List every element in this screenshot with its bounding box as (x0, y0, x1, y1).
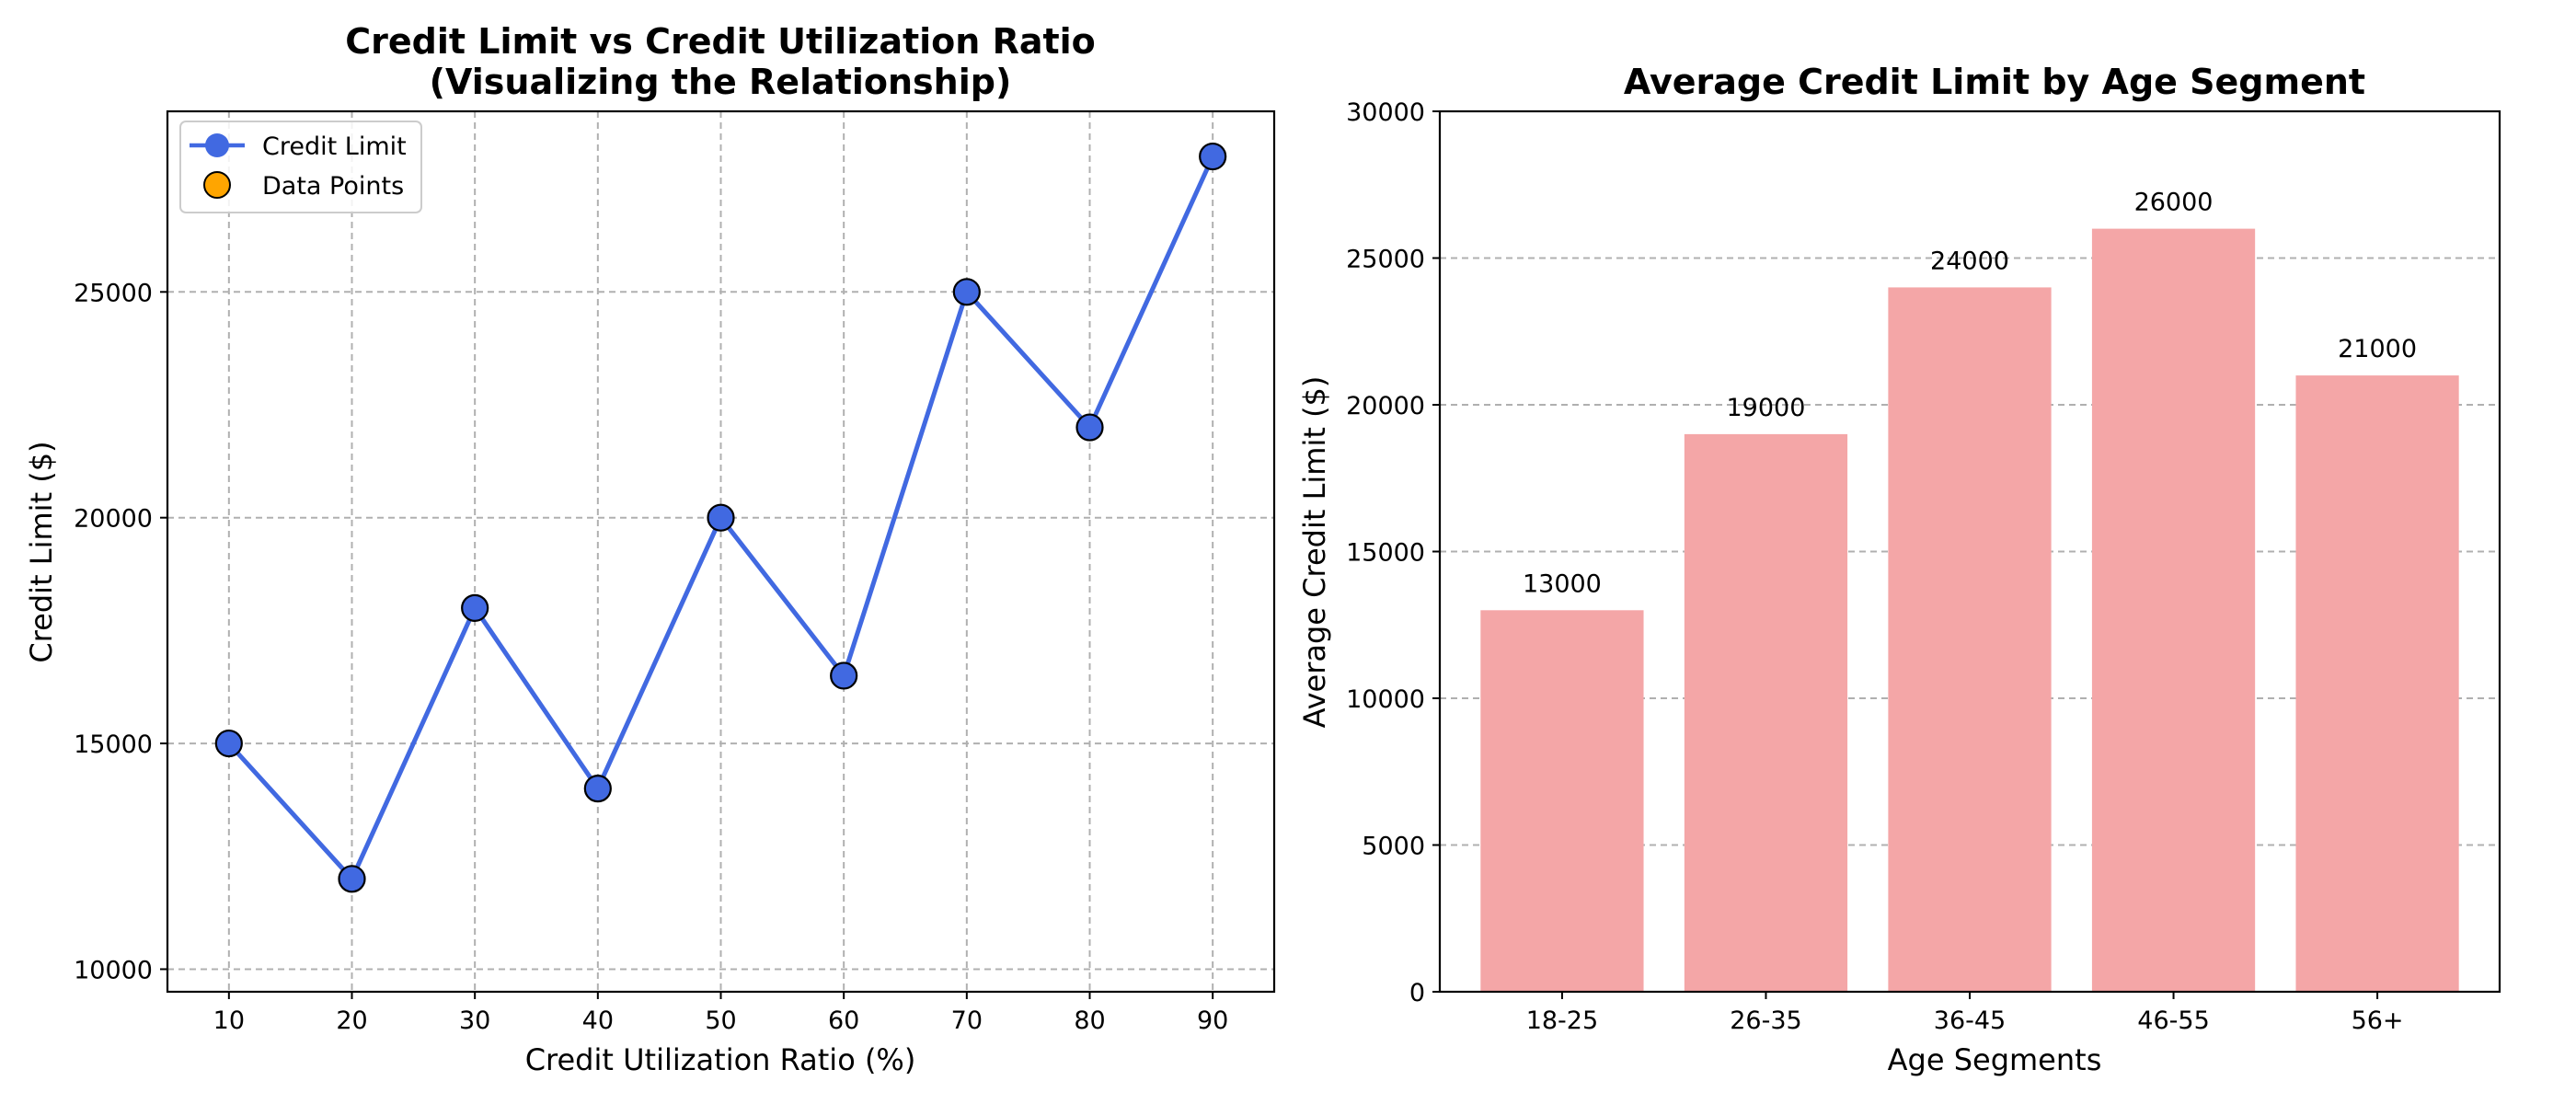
bar-chart-title: Average Credit Limit by Age Segment (1624, 62, 2365, 102)
line-chart-x-tick-label: 10 (213, 1006, 245, 1035)
line-chart-title-line-1: Credit Limit vs Credit Utilization Ratio (345, 21, 1096, 62)
bar-chart-x-tick-label: 36-45 (1934, 1006, 2006, 1035)
data-point (952, 278, 981, 306)
line-chart-y-tick-label: 20000 (74, 505, 153, 534)
line-chart-x-axis-label: Credit Utilization Ratio (%) (525, 1042, 916, 1077)
data-point (1199, 142, 1227, 171)
data-point (707, 503, 735, 532)
bar-data-label: 13000 (1523, 569, 1602, 598)
bar-chart-frame (1438, 109, 2501, 994)
line-chart-y-axis-label: Credit Limit ($) (24, 441, 59, 662)
bar-chart-y-tick-label: 10000 (1346, 685, 1425, 714)
bar-data-label: 21000 (2338, 335, 2417, 363)
bar-chart-x-tick-label: 18-25 (1526, 1006, 1598, 1035)
legend-item-credit-limit: Credit Limit (262, 132, 407, 161)
bar-46-55 (2091, 228, 2256, 993)
bar-chart-x-tick-label: 26-35 (1730, 1006, 1801, 1035)
bar-chart-y-tick-label: 25000 (1346, 246, 1425, 274)
line-chart-x-tick-label: 40 (582, 1006, 614, 1035)
legend-line-marker-swatch (205, 133, 229, 157)
line-chart-ticks: 10 20 30 40 50 60 70 80 90 10000 15000 20000 25000 (74, 279, 1228, 1035)
bar-chart-x-tick-label: 56+ (2352, 1006, 2404, 1035)
data-point (830, 661, 858, 690)
legend-item-data-points: Data Points (262, 172, 404, 201)
bar-18-25 (1480, 610, 1644, 992)
line-chart-x-tick-label: 30 (459, 1006, 490, 1035)
bar-26-35 (1684, 433, 1848, 992)
data-point (583, 775, 612, 803)
line-chart-x-tick-label: 90 (1197, 1006, 1228, 1035)
line-chart: Credit Limit vs Credit Utilization Ratio… (24, 21, 1276, 1077)
bar-chart-y-tick-label: 5000 (1362, 833, 1425, 861)
line-chart-series (214, 142, 1227, 893)
line-chart-y-tick-label: 10000 (74, 956, 153, 984)
line-chart-x-tick-label: 50 (705, 1006, 736, 1035)
line-chart-x-tick-label: 20 (336, 1006, 367, 1035)
bar-chart-y-tick-label: 30000 (1346, 98, 1425, 127)
bar-chart-y-axis-label: Average Credit Limit ($) (1297, 376, 1332, 729)
data-point (338, 865, 366, 893)
bar-chart-x-tick-label: 46-55 (2137, 1006, 2209, 1035)
line-chart-x-tick-label: 70 (951, 1006, 983, 1035)
line-chart-title-line-2: (Visualizing the Relationship) (430, 62, 1012, 102)
line-chart-x-tick-label: 80 (1074, 1006, 1105, 1035)
line-chart-x-tick-label: 60 (828, 1006, 859, 1035)
bar-chart: Average Credit Limit by Age Segment 1300… (1297, 62, 2501, 1077)
line-chart-y-tick-label: 15000 (74, 730, 153, 759)
bar-chart-y-tick-label: 0 (1409, 979, 1425, 1007)
bar-chart-bars: 13000 19000 24000 26000 21000 (1480, 189, 2459, 993)
bar-36-45 (1888, 287, 2052, 992)
bar-data-label: 26000 (2134, 189, 2214, 217)
line-chart-legend: Credit Limit Data Points (179, 121, 422, 213)
bar-chart-y-tick-label: 20000 (1346, 392, 1425, 420)
bar-data-label: 24000 (1930, 247, 2009, 275)
line-chart-frame (166, 109, 1276, 994)
bar-chart-ticks: 0 5000 10000 15000 20000 25000 30000 18-25 26-35… (1346, 98, 2403, 1035)
bar-chart-y-tick-label: 15000 (1346, 539, 1425, 568)
data-point (214, 729, 243, 758)
bar-chart-x-axis-label: Age Segments (1888, 1042, 2102, 1077)
data-point (1075, 413, 1104, 442)
bar-data-label: 19000 (1727, 394, 1806, 422)
data-point (461, 593, 489, 622)
line-chart-y-tick-label: 25000 (74, 279, 153, 307)
bar-56+ (2295, 375, 2459, 993)
legend-data-points-swatch (203, 171, 231, 199)
